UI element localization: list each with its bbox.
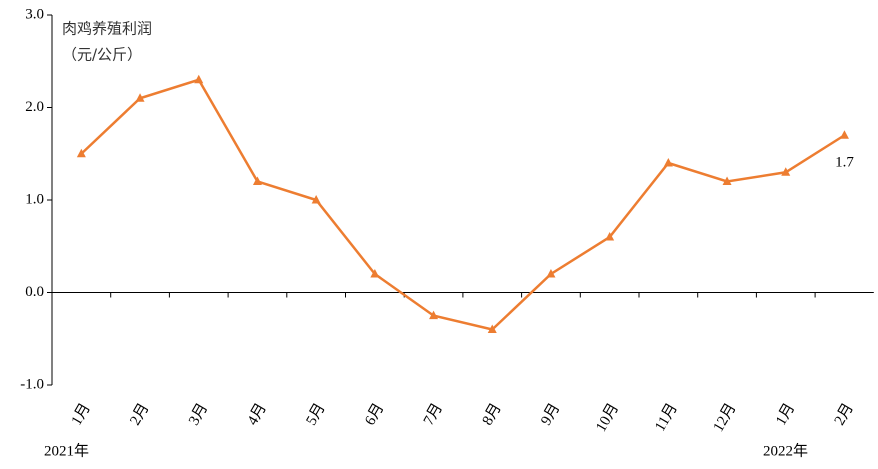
y-tick-label: -1.0 [20, 376, 44, 392]
x-tick-label: 12月 [711, 401, 740, 435]
marker [311, 195, 321, 204]
marker [839, 130, 849, 139]
chart-subtitle: （元/公斤） [62, 46, 142, 64]
marker [429, 310, 439, 320]
x-tick-label: 2月 [832, 401, 857, 428]
marker [370, 269, 380, 278]
x-tick-label: 2月 [127, 401, 152, 428]
x-tick-label: 3月 [186, 401, 211, 428]
x-tick-label: 1月 [69, 401, 94, 428]
x-tick-label: 1月 [773, 401, 798, 428]
x-tick-label: 6月 [362, 401, 387, 428]
marker [781, 167, 791, 176]
x-tick-label: 9月 [538, 401, 563, 428]
y-tick-label: 2.0 [25, 99, 44, 115]
line [80, 78, 846, 331]
marker [663, 158, 673, 167]
marker [722, 176, 732, 185]
marker [135, 93, 145, 102]
marker [546, 269, 556, 278]
data-label: 1.7 [835, 155, 854, 171]
x-tick-label: 7月 [421, 401, 446, 428]
x-tick-label: 11月 [652, 401, 681, 435]
marker [487, 324, 497, 333]
marker [76, 148, 86, 158]
y-tick-label: 1.0 [25, 191, 44, 207]
chart-title: 肉鸡养殖利润 [62, 20, 152, 38]
marker [194, 74, 204, 84]
marker [252, 176, 262, 185]
y-tick-label: 0.0 [25, 284, 44, 300]
x-tick-label: 5月 [303, 401, 328, 428]
x-tick-label: 10月 [593, 401, 622, 435]
y-tick-label: 3.0 [25, 6, 44, 22]
x-tick-label: 4月 [245, 401, 270, 428]
marker [605, 232, 615, 241]
x-tick-label: 8月 [480, 401, 505, 428]
year-label: 2022年 [763, 442, 808, 459]
year-label: 2021年 [44, 442, 89, 459]
